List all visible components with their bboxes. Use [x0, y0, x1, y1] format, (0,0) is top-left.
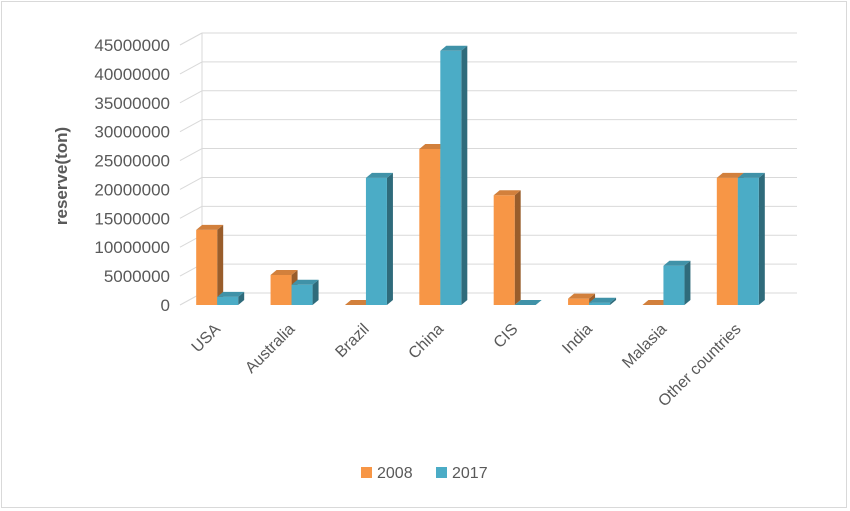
- bar-2008-usa: [196, 224, 224, 305]
- bar-top: [589, 297, 617, 303]
- bar-2017-other-countries: [737, 172, 765, 305]
- legend-swatch: [361, 467, 372, 478]
- gridlines: [179, 32, 797, 306]
- y-tick-label: 30000000: [94, 123, 170, 142]
- gridline-diag: [179, 32, 203, 46]
- bar-2008-cis: [493, 190, 521, 305]
- bar-front: [291, 284, 313, 305]
- bar-front: [716, 177, 738, 305]
- bar-top: [196, 224, 224, 230]
- y-tick-label: 15000000: [94, 209, 170, 228]
- y-axis-label: reserve(ton): [52, 127, 71, 225]
- bar-front: [568, 298, 590, 305]
- bar-front: [737, 177, 759, 305]
- y-tick-label: 40000000: [94, 65, 170, 84]
- bar-side: [217, 224, 224, 305]
- bar-front: [493, 195, 515, 305]
- bar-front: [217, 296, 239, 305]
- y-tick-label: 45000000: [94, 36, 170, 55]
- gridline-diag: [179, 205, 203, 219]
- bar-top: [365, 172, 393, 178]
- bar-top: [642, 300, 670, 305]
- x-category-label: India: [559, 321, 596, 358]
- legend-label: 2008: [377, 465, 413, 482]
- bar-top: [663, 260, 691, 266]
- bar-side: [758, 172, 765, 305]
- bar-side: [684, 260, 691, 305]
- bar-side: [514, 190, 521, 305]
- gridline-diag: [179, 61, 203, 75]
- y-tick-label: 20000000: [94, 180, 170, 199]
- bar-side: [461, 45, 468, 306]
- x-category-label: USA: [189, 321, 225, 357]
- legend: 2008 2017: [361, 465, 488, 482]
- gridline-diag: [179, 119, 203, 133]
- bar-top: [440, 45, 468, 51]
- bar-side: [238, 291, 245, 305]
- bar-2017-china: [440, 45, 468, 306]
- bar-2017-usa: [217, 291, 245, 305]
- bars: [196, 45, 765, 306]
- y-tick-label: 25000000: [94, 152, 170, 171]
- bar-front: [663, 265, 685, 305]
- bar-side: [386, 172, 393, 305]
- y-tick-label: 0: [161, 296, 170, 315]
- bar-top: [419, 144, 447, 149]
- gridline-diag: [179, 177, 203, 190]
- y-axis-ticks: 0 5000000 10000000 15000000 20000000 25000000…: [94, 36, 170, 315]
- bar-top: [493, 190, 521, 196]
- legend-swatch: [436, 467, 447, 478]
- x-category-label: Malasia: [619, 321, 670, 372]
- bar-top: [716, 172, 744, 178]
- bar-top: [568, 293, 596, 299]
- bar-2008-brazil: [344, 300, 372, 305]
- legend-item-2017: 2017: [436, 465, 488, 482]
- bar-top: [737, 172, 765, 178]
- y-tick-label: 35000000: [94, 94, 170, 113]
- bar-front: [419, 149, 441, 305]
- bar-top: [217, 291, 245, 297]
- y-tick-label: 10000000: [94, 238, 170, 257]
- x-category-label: Australia: [242, 321, 298, 377]
- bar-top: [514, 300, 542, 305]
- legend-item-2008: 2008: [361, 465, 413, 482]
- bar-front: [270, 274, 292, 305]
- bar-side: [610, 297, 617, 305]
- bar-2017-australia: [291, 279, 319, 305]
- legend-label: 2017: [452, 465, 488, 482]
- bar-top: [344, 300, 372, 305]
- x-category-label: Brazil: [332, 321, 372, 361]
- bar-top: [270, 269, 298, 275]
- x-category-label: CIS: [491, 321, 522, 352]
- bar-2017-malasia: [663, 260, 691, 305]
- gridline-diag: [179, 148, 203, 161]
- bar-2008-malasia: [642, 300, 670, 305]
- bar-front: [440, 50, 462, 306]
- x-axis-categories: USA Australia Brazil China CIS India MalasiaOt…: [189, 321, 745, 411]
- bar-2017-brazil: [365, 172, 393, 305]
- bar-front: [365, 177, 387, 305]
- gridline-diag: [179, 90, 203, 104]
- bar-top: [291, 279, 319, 285]
- bar-2017-india: [589, 297, 617, 305]
- y-tick-label: 5000000: [104, 267, 170, 286]
- bar-side: [312, 279, 319, 305]
- bar-front: [196, 229, 218, 305]
- bar-front: [589, 302, 611, 305]
- x-category-label: China: [406, 321, 448, 363]
- bar-2017-cis: [514, 300, 542, 305]
